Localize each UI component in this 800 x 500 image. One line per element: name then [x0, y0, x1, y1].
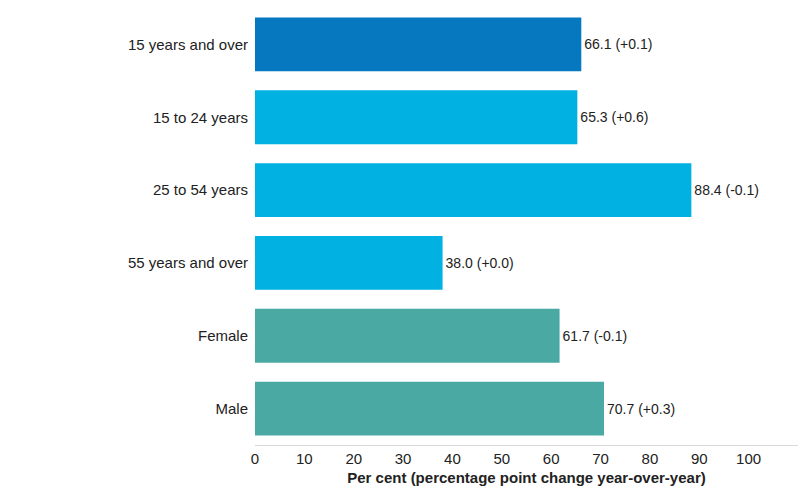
- svg-text:55 years and over: 55 years and over: [128, 254, 248, 271]
- svg-text:15 to 24 years: 15 to 24 years: [153, 109, 248, 126]
- svg-text:70.7 (+0.3): 70.7 (+0.3): [607, 401, 675, 417]
- svg-text:66.1 (+0.1): 66.1 (+0.1): [584, 36, 652, 52]
- svg-text:70: 70: [592, 450, 609, 467]
- svg-text:40: 40: [444, 450, 461, 467]
- svg-text:50: 50: [493, 450, 510, 467]
- svg-text:10: 10: [296, 450, 313, 467]
- svg-text:Female: Female: [198, 327, 248, 344]
- svg-text:25 to 54 years: 25 to 54 years: [153, 181, 248, 198]
- svg-text:38.0 (+0.0): 38.0 (+0.0): [446, 255, 514, 271]
- svg-text:15 years and over: 15 years and over: [128, 36, 248, 53]
- svg-text:61.7 (-0.1): 61.7 (-0.1): [563, 328, 628, 344]
- svg-text:88.4 (-0.1): 88.4 (-0.1): [694, 182, 759, 198]
- svg-text:90: 90: [691, 450, 708, 467]
- svg-text:60: 60: [543, 450, 560, 467]
- svg-text:Male: Male: [215, 400, 248, 417]
- svg-text:100: 100: [736, 450, 761, 467]
- svg-text:30: 30: [395, 450, 412, 467]
- svg-text:80: 80: [642, 450, 659, 467]
- svg-text:0: 0: [251, 450, 259, 467]
- svg-text:Per cent (percentage point cha: Per cent (percentage point change year-o…: [347, 469, 705, 486]
- svg-text:65.3 (+0.6): 65.3 (+0.6): [580, 109, 648, 125]
- svg-text:20: 20: [345, 450, 362, 467]
